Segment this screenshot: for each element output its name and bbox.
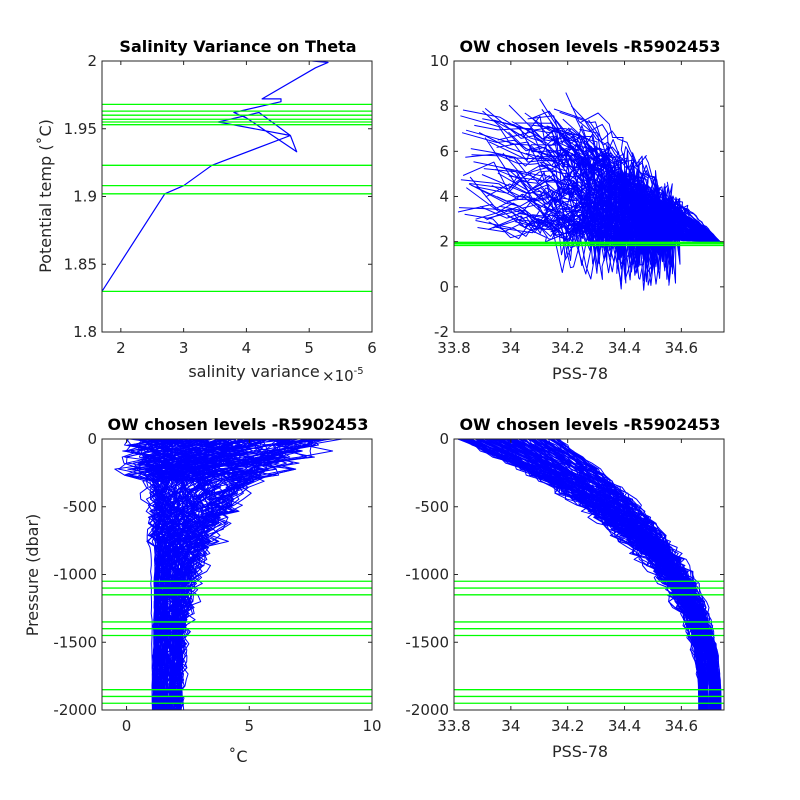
y-tick-label: 1.95 [64,120,97,138]
profile-line [465,129,722,255]
profile-line [539,439,717,710]
panel3-ylabel: Pressure (dbar) [23,514,42,637]
panel-pressure-salinity: OW chosen levels -R5902453 PSS-78 33.8 34… [405,415,725,761]
y-tick-label: -500 [63,498,97,516]
profile-line [160,439,219,710]
y-tick-label: 1.8 [73,323,97,341]
y-tick-label: -2000 [405,701,449,719]
profile-line [143,439,198,710]
x-tick-label: 0 [122,717,132,735]
y-tick-label: -1000 [53,566,97,584]
y-tick-label: -1000 [405,566,449,584]
profile-line [565,142,722,248]
panel1-xlabel: salinity variance [188,362,319,381]
y-tick-label: -1500 [405,633,449,651]
panel1-ylabel-main: Potential temp ( [36,145,55,273]
panel3-xlabel: ˚C [228,747,247,766]
panel1-x-exponent-power: -5 [354,366,364,377]
y-tick-label: -2 [434,323,449,341]
profile-line [508,131,722,254]
y-tick-label: -500 [415,498,449,516]
profile-line [175,439,306,710]
profile-line [114,439,162,710]
profile-line [475,218,722,291]
y-tick-label: 2 [439,233,449,251]
x-tick-label: 34.6 [665,339,698,357]
profile-line [157,439,211,710]
profile-line [538,439,711,710]
x-tick-label: 34 [501,339,520,357]
panel2-title: OW chosen levels -R5902453 [459,37,720,56]
panel1-x-exponent-base: ×10 [322,367,354,385]
x-tick-label: 34.4 [608,717,641,735]
x-tick-label: 34.2 [551,717,584,735]
panel1-ylabel-degree: ˚ [36,137,55,145]
y-tick-label: 0 [87,430,97,448]
y-tick-label: 2 [87,52,97,70]
x-tick-label: 34.2 [551,339,584,357]
x-tick-label: 3 [179,339,189,357]
plot-area [454,439,724,710]
plot-area [454,92,724,291]
panel4-title: OW chosen levels -R5902453 [459,415,720,434]
profile-line [102,61,329,292]
plot-area [102,439,372,710]
profile-line [121,439,176,710]
y-tick-label: 4 [439,188,449,206]
panel4-plot: 33.8 34 34.2 34.4 34.6 -2000 -1500 -1000 -500 0 [405,430,725,735]
y-tick-label: 1.85 [64,255,97,273]
x-tick-label: 2 [116,339,126,357]
profile-line [562,118,722,245]
profile-line [165,439,333,710]
plot-area [102,61,372,293]
profile-line [480,439,706,710]
panel4-xlabel: PSS-78 [552,742,608,761]
panel-salinity-variance: Salinity Variance on Theta salinity vari… [36,37,377,385]
profile-line [165,439,237,710]
panel-theta-salinity: OW chosen levels -R5902453 PSS-78 33.8 34… [430,37,725,383]
x-tick-label: 34.4 [608,339,641,357]
x-tick-label: 33.8 [437,339,470,357]
profile-line [480,439,715,710]
y-tick-label: -1500 [53,633,97,651]
profile-line [463,439,713,710]
x-tick-label: 5 [304,339,314,357]
y-tick-label: -2000 [53,701,97,719]
y-tick-label: 10 [430,52,449,70]
profile-line [177,439,343,710]
profile-line [483,168,722,260]
profile-line [166,439,310,710]
panel1-x-exponent: ×10-5 [322,366,364,385]
profile-line [158,439,319,710]
x-tick-label: 33.8 [437,717,470,735]
panel1-ylabel-unit: C) [36,119,55,136]
y-tick-label: 0 [439,430,449,448]
x-tick-label: 10 [362,717,381,735]
y-tick-label: 6 [439,142,449,160]
panel1-title: Salinity Variance on Theta [119,37,356,56]
x-tick-label: 34 [501,717,520,735]
x-tick-label: 5 [244,717,254,735]
profile-line [143,439,172,710]
y-tick-label: 8 [439,97,449,115]
profile-line [462,109,722,244]
panel3-plot: 0 5 10 -2000 -1500 -1000 -500 0 [53,430,381,735]
profile-line [161,439,193,710]
x-tick-label: 34.6 [665,717,698,735]
x-tick-label: 4 [242,339,252,357]
panel3-title: OW chosen levels -R5902453 [107,415,368,434]
y-tick-label: 1.9 [73,188,97,206]
x-tick-label: 6 [367,339,377,357]
panel-pressure-temperature: OW chosen levels -R5902453 ˚C Pressure (… [23,415,382,766]
profile-line [168,439,254,710]
panel1-ylabel: Potential temp (˚C) [36,119,55,273]
panel1-plot: 2 3 4 5 6 1.8 1.85 1.9 1.95 2 [64,52,377,357]
y-tick-label: 0 [439,278,449,296]
panel2-xlabel: PSS-78 [552,364,608,383]
panel2-plot: 33.8 34 34.2 34.4 34.6 -2 0 2 4 6 8 10 [430,52,725,357]
profile-line [154,439,262,710]
